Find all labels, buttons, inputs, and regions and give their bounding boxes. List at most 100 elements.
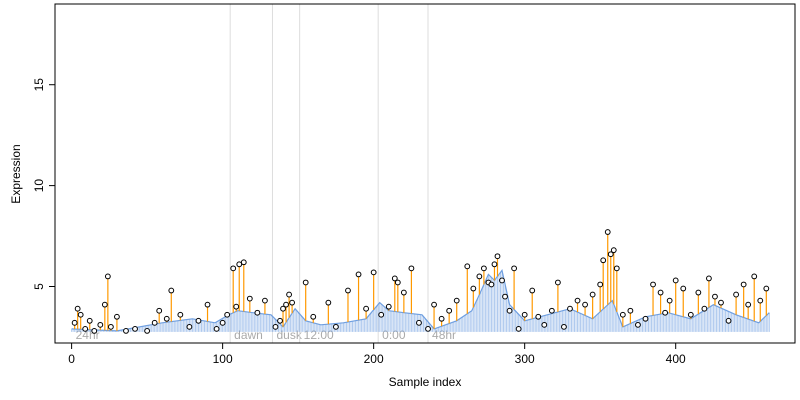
data-point [745, 301, 752, 308]
data-point [695, 289, 702, 296]
data-point [107, 323, 114, 330]
data-point [751, 273, 758, 280]
data-point [464, 263, 471, 270]
data-point [597, 281, 604, 288]
data-point [425, 325, 431, 332]
data-point [650, 281, 656, 288]
data-point [224, 311, 231, 318]
x-tick-label: 100 [213, 352, 233, 366]
data-point [470, 285, 477, 292]
data-point [480, 265, 487, 272]
data-point [236, 261, 243, 268]
data-point [453, 297, 460, 304]
data-point [345, 287, 351, 294]
data-point [82, 325, 89, 332]
data-point [476, 273, 483, 280]
data-point [104, 273, 111, 280]
data-point [521, 311, 528, 318]
y-tick-label: 10 [32, 179, 46, 193]
region-label: 0:00 [382, 328, 406, 342]
data-point [604, 229, 611, 235]
data-point [283, 301, 289, 308]
data-point [706, 275, 712, 282]
data-point [86, 317, 93, 324]
x-tick-label: 300 [515, 352, 535, 366]
data-point [511, 265, 518, 272]
data-point [627, 307, 634, 314]
data-point [204, 301, 211, 308]
data-point [712, 293, 718, 300]
data-point [394, 279, 401, 286]
data-point [277, 317, 283, 324]
observed-points [71, 229, 770, 334]
data-point [408, 265, 415, 272]
data-point [666, 297, 673, 304]
data-point [567, 305, 573, 312]
data-point [254, 309, 261, 316]
data-point [757, 297, 764, 304]
data-point [230, 265, 237, 272]
x-axis-title: Sample index [389, 375, 462, 389]
data-point [114, 313, 120, 320]
data-point [488, 281, 495, 288]
data-point [385, 303, 392, 310]
data-point [431, 301, 437, 308]
data-point [541, 321, 548, 328]
data-point [246, 295, 253, 302]
data-point [71, 319, 78, 326]
y-tick-label: 5 [32, 283, 46, 290]
data-point [502, 293, 508, 300]
axes: 0 100 200 300 400 5 10 15 [32, 3, 796, 366]
data-point [642, 315, 649, 322]
data-point [635, 321, 641, 328]
y-axis-title: Expression [9, 144, 23, 203]
data-point [233, 303, 240, 310]
data-point [272, 323, 279, 330]
data-point [400, 289, 407, 296]
data-point [701, 305, 708, 312]
data-point [213, 325, 220, 332]
data-point [370, 269, 377, 276]
data-point [535, 313, 542, 320]
model-line [71, 268, 770, 332]
data-point [619, 311, 626, 318]
data-point [325, 299, 332, 306]
data-point [499, 277, 505, 284]
data-point [529, 287, 536, 294]
data-point [97, 321, 104, 328]
data-point [718, 299, 724, 306]
region-dividers: 24hr dawn dusk 12:00 0:00 48hr [76, 4, 456, 343]
data-point [515, 325, 522, 332]
data-point [77, 311, 84, 318]
data-point [506, 307, 513, 314]
data-point [600, 257, 607, 264]
data-point [310, 313, 317, 320]
data-point [168, 287, 175, 294]
data-point [219, 319, 226, 326]
data-point [132, 325, 138, 332]
data-point [763, 285, 770, 292]
data-point [391, 275, 398, 282]
data-point [438, 315, 445, 322]
data-point [123, 327, 129, 334]
data-point [582, 301, 588, 308]
data-point [416, 319, 422, 326]
data-point [144, 327, 151, 334]
data-point [156, 307, 163, 314]
data-point [286, 291, 292, 298]
data-point [91, 327, 98, 334]
data-point [151, 319, 158, 326]
data-point [195, 317, 202, 324]
data-point [589, 291, 596, 298]
data-point [332, 323, 339, 330]
region-label: 48hr [432, 328, 456, 342]
plot-frame [54, 3, 796, 344]
data-point [378, 311, 385, 318]
data-point [363, 305, 370, 312]
x-tick-label: 0 [68, 352, 75, 366]
data-point [163, 315, 170, 322]
x-tick-label: 200 [364, 352, 384, 366]
data-point [687, 311, 694, 318]
data-point [574, 297, 581, 304]
